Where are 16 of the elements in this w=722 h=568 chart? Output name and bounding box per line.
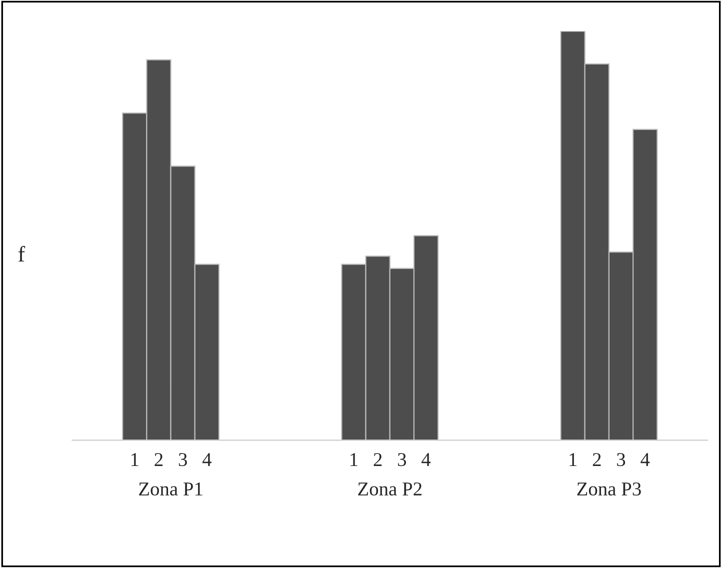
text: 4 (640, 453, 650, 466)
series-label: 3 (178, 453, 187, 466)
text: 2 (374, 453, 382, 466)
text: 4 (422, 453, 431, 466)
text: 3 (398, 453, 406, 466)
text: 1 (350, 453, 358, 466)
x-tick-label: Zona P1 (139, 482, 202, 496)
x-tick-label: Zona P2 (358, 482, 422, 496)
series-label: 2 (154, 453, 163, 466)
series-label: 4 (202, 453, 212, 466)
text: 2 (592, 453, 601, 466)
text: 1 (570, 453, 577, 466)
series-label: 1 (131, 453, 138, 466)
text: 3 (617, 453, 626, 466)
x-tick-label: Zona P3 (577, 482, 641, 496)
y-axis-title: f (18, 246, 26, 262)
